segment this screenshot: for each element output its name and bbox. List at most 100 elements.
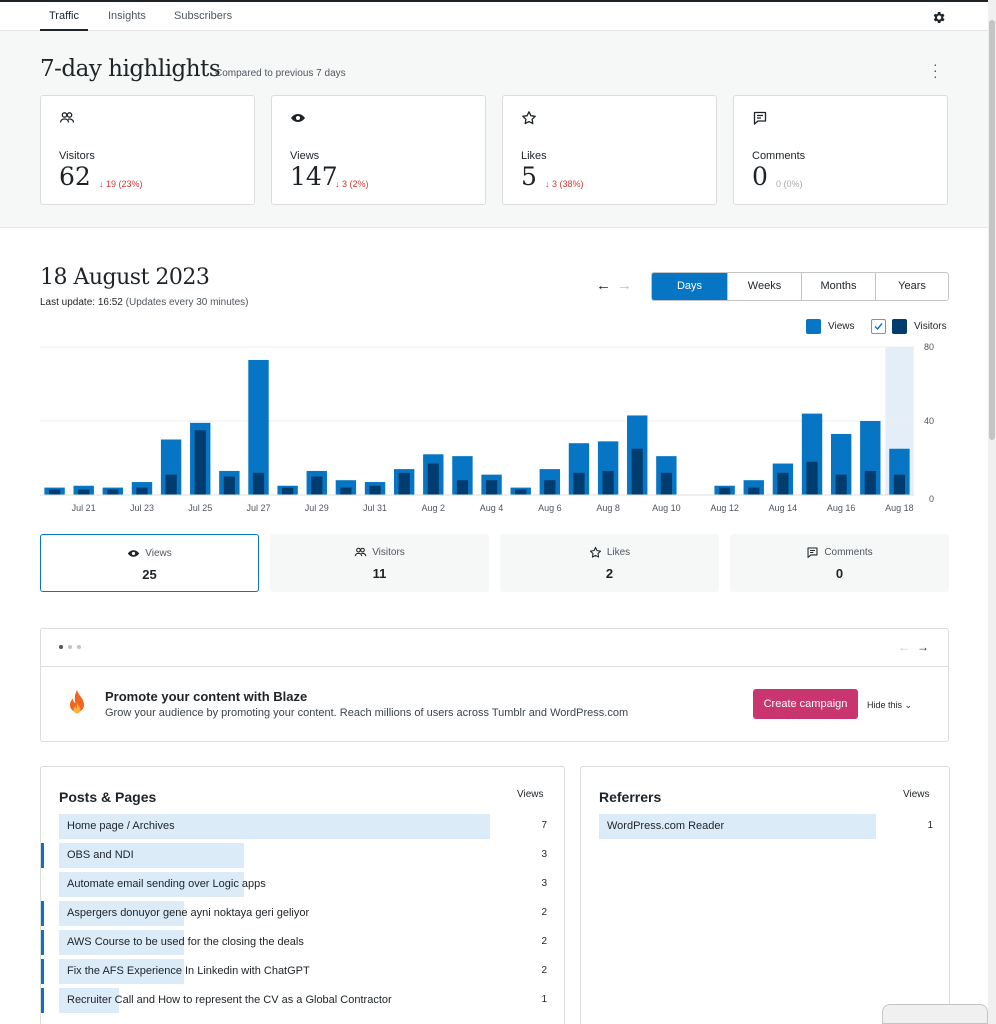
- hide-promo-button[interactable]: Hide this ⌄: [867, 700, 913, 710]
- visitors-bar: [398, 472, 410, 495]
- visitors-bar: [835, 474, 847, 495]
- check-icon: [874, 322, 883, 330]
- visitors-bar: [485, 480, 498, 495]
- carousel-dot[interactable]: [77, 645, 81, 649]
- row-title-link[interactable]: OBS and NDI: [67, 849, 134, 861]
- stat-tab-value: 0: [835, 566, 844, 581]
- legend-label-views: Views: [828, 320, 855, 332]
- page-scrollbar[interactable]: [988, 0, 996, 1024]
- row-views-count: 1: [927, 820, 933, 831]
- legend-swatch-views: [806, 318, 821, 334]
- views-bar: [248, 359, 269, 495]
- visitors-bar: [777, 472, 789, 495]
- highlight-label: Visitors: [59, 150, 95, 162]
- carousel-prev-arrow-icon[interactable]: ←: [898, 640, 910, 654]
- legend-visitors[interactable]: Visitors: [871, 318, 947, 334]
- legend-views: Views: [806, 318, 855, 334]
- row-title-link[interactable]: AWS Course to be used for the closing th…: [67, 936, 304, 948]
- row-title-link[interactable]: Aspergers donuyor gene ayni noktaya geri…: [67, 907, 310, 919]
- y-tick-label: 0: [929, 494, 934, 504]
- row-indicator: [41, 959, 44, 984]
- promo-pager-bar: ← →: [41, 629, 948, 667]
- visitors-bar: [282, 487, 294, 495]
- comment-icon: [753, 111, 767, 125]
- row-indicator: [41, 843, 44, 868]
- x-tick-label: Jul 31: [363, 503, 387, 513]
- star-icon: [589, 546, 601, 558]
- scrollbar-thumb[interactable]: [989, 20, 995, 440]
- stat-tab-visitors[interactable]: Visitors 11: [270, 534, 489, 592]
- highlight-card-comments: Comments 0 0 (0%): [733, 95, 948, 205]
- carousel-dot[interactable]: [68, 645, 72, 649]
- row-title-link[interactable]: Fix the AFS Experience In Linkedin with …: [67, 965, 310, 977]
- referrers-panel: Referrers Views WordPress.com Reader 1: [580, 766, 950, 1024]
- visitors-bar: [369, 485, 381, 495]
- previous-period-arrow-icon[interactable]: ←: [596, 277, 611, 294]
- stat-tab-value: 11: [372, 566, 387, 581]
- next-period-arrow-icon[interactable]: →: [617, 277, 632, 294]
- stat-tab-comments[interactable]: Comments 0: [730, 534, 949, 592]
- period-option-years[interactable]: Years: [875, 273, 948, 300]
- visitors-bar: [573, 472, 585, 495]
- period-option-weeks[interactable]: Weeks: [727, 273, 801, 300]
- highlight-card-visitors: Visitors 62 ↓ 19 (23%): [40, 95, 255, 205]
- row-views-count: 3: [541, 849, 547, 860]
- visitors-bar: [78, 489, 90, 495]
- highlight-card-likes: Likes 5 ↓ 3 (38%): [502, 95, 717, 205]
- more-options-icon[interactable]: · · ·: [933, 56, 938, 84]
- row-title-link[interactable]: Recruiter Call and How to represent the …: [67, 994, 392, 1006]
- stat-tab-likes[interactable]: Likes 2: [500, 534, 719, 592]
- gear-icon[interactable]: [931, 10, 946, 25]
- stat-tab-views[interactable]: Views 25: [40, 534, 259, 592]
- visitors-bar: [194, 430, 206, 495]
- visitors-checkbox[interactable]: [871, 318, 886, 334]
- stat-tab-value: 2: [605, 566, 614, 581]
- star-icon: [522, 111, 536, 125]
- stat-tab-label: Comments: [824, 547, 873, 558]
- x-tick-label: Aug 16: [827, 503, 856, 513]
- row-title-link[interactable]: WordPress.com Reader: [607, 820, 725, 832]
- period-date: 18 August 2023: [40, 265, 210, 290]
- posts-views-header: Views: [517, 789, 544, 800]
- row-views-bar: [59, 872, 244, 897]
- row-title-link[interactable]: Automate email sending over Logic apps: [67, 878, 266, 890]
- x-tick-label: Jul 23: [130, 503, 154, 513]
- highlight-change: ↓ 3 (2%): [335, 179, 369, 189]
- eye-icon: [128, 550, 140, 557]
- visitors-bar: [719, 487, 731, 495]
- period-option-months[interactable]: Months: [801, 273, 875, 300]
- carousel-next-arrow-icon[interactable]: →: [917, 640, 929, 654]
- visitors-bar: [223, 476, 235, 495]
- period-option-days[interactable]: Days: [652, 273, 727, 300]
- stat-tab-value: 25: [142, 567, 157, 582]
- row-indicator: [41, 901, 44, 926]
- last-update: Last update: 16:52 (Updates every 30 min…: [40, 297, 249, 308]
- promo-title: Promote your content with Blaze: [105, 689, 308, 704]
- row-views-bar: [59, 930, 184, 955]
- create-campaign-button[interactable]: Create campaign: [753, 689, 858, 719]
- row-indicator: [41, 988, 44, 1013]
- floating-widget-tab[interactable]: [882, 1004, 988, 1024]
- row-views-bar: [59, 901, 184, 926]
- highlight-change: 0 (0%): [776, 179, 803, 189]
- tab-insights[interactable]: Insights: [108, 10, 146, 22]
- visitors-bar: [456, 480, 469, 495]
- stat-tab-label: Views: [145, 548, 172, 559]
- x-tick-label: Jul 27: [246, 503, 270, 513]
- traffic-bar-chart[interactable]: 0 40 80 Jul 21 Jul 23 Jul 25 Jul 27 Jul 29 Jul 3…: [0, 340, 988, 520]
- blaze-promo-card: ← → Promote your content with Blaze Grow…: [40, 628, 949, 742]
- carousel-dot[interactable]: [59, 645, 63, 649]
- row-views-count: 2: [541, 965, 547, 976]
- flame-icon: [70, 690, 84, 714]
- highlights-section: 7-day highlights Compared to previous 7 …: [0, 31, 988, 228]
- tab-subscribers[interactable]: Subscribers: [174, 10, 233, 22]
- highlight-value: 5: [521, 162, 537, 191]
- row-title-link[interactable]: Home page / Archives: [67, 820, 175, 832]
- highlight-card-views: Views 147 ↓ 3 (2%): [271, 95, 486, 205]
- visitors-bar: [864, 470, 876, 495]
- row-views-count: 1: [541, 994, 547, 1005]
- row-indicator: [41, 930, 44, 955]
- highlight-label: Likes: [521, 150, 547, 162]
- tab-traffic[interactable]: Traffic: [40, 2, 88, 31]
- x-tick-label: Aug 8: [596, 503, 620, 513]
